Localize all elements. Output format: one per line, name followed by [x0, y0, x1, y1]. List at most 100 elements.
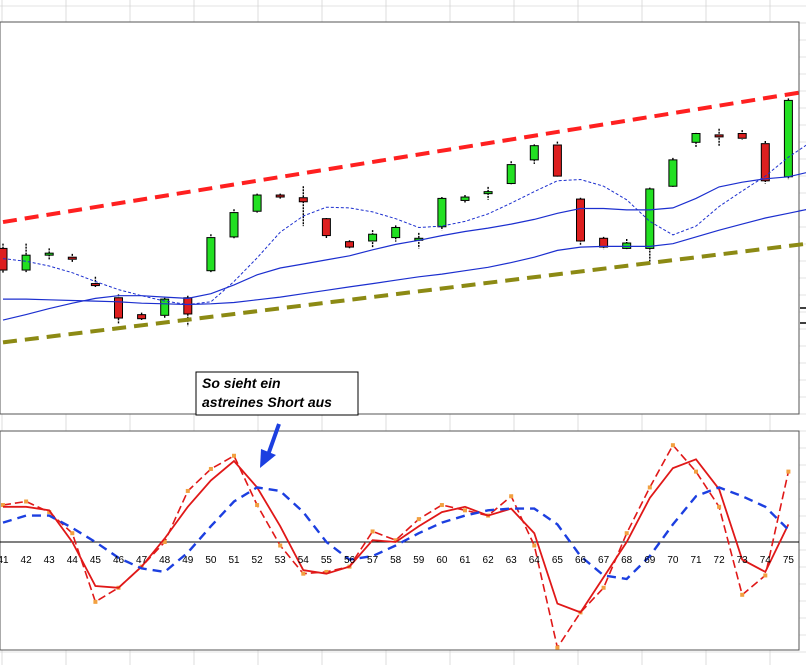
oscillator-marker — [647, 485, 652, 490]
candle-body — [737, 133, 747, 139]
x-tick-label: 64 — [529, 555, 541, 566]
x-tick-label: 45 — [90, 555, 102, 566]
annotation-box: So sieht ein astreines Short aus — [195, 371, 359, 416]
x-tick-label: 72 — [714, 555, 726, 566]
candle-body — [183, 297, 193, 315]
candle — [345, 240, 354, 250]
candle-body — [460, 196, 470, 201]
x-tick-label: 67 — [598, 555, 610, 566]
candle — [275, 193, 285, 200]
oscillator-marker — [208, 466, 213, 471]
candle-body — [321, 218, 331, 237]
candle — [645, 187, 655, 265]
candle-body — [137, 314, 147, 320]
candle-body — [160, 298, 170, 316]
oscillator-marker — [717, 504, 722, 509]
trendlines — [2, 89, 806, 345]
oscillator-marker — [601, 585, 606, 590]
annotation-arrow — [260, 423, 281, 468]
candle-body — [552, 144, 562, 177]
candle — [137, 312, 147, 321]
candle — [206, 234, 216, 273]
x-tick-label: 58 — [390, 555, 402, 566]
x-tick-label: 69 — [644, 555, 656, 566]
candle — [576, 197, 585, 246]
candle — [114, 294, 123, 324]
oscillator-marker — [670, 443, 675, 448]
x-tick-label: 65 — [552, 555, 564, 566]
candle — [552, 141, 562, 178]
oscillator-marker — [255, 503, 260, 508]
candle-body — [252, 194, 262, 212]
x-tick-label: 75 — [783, 555, 795, 566]
candle-body — [576, 198, 585, 242]
candle-body — [529, 145, 539, 161]
oscillator-marker — [93, 599, 98, 604]
candle-body — [368, 233, 378, 242]
candle-body — [345, 241, 354, 248]
candle — [737, 130, 747, 140]
candle — [622, 238, 632, 250]
x-tick-label: 47 — [136, 555, 148, 566]
candle-body — [760, 143, 770, 182]
oscillator-marker — [463, 508, 467, 513]
candle — [368, 230, 378, 248]
x-tick-label: 66 — [575, 555, 587, 566]
oscillator-marker — [232, 453, 236, 458]
candle-body — [275, 194, 285, 198]
candle-body — [90, 283, 100, 287]
x-tick-label: 42 — [21, 555, 33, 566]
oscillator-marker — [439, 503, 444, 508]
oscillator-lines — [0, 443, 799, 650]
candle — [529, 144, 539, 164]
x-tick-label: 61 — [459, 555, 471, 566]
candle-body — [691, 133, 701, 143]
x-tick-label: 50 — [205, 555, 217, 566]
candle-body — [622, 242, 632, 249]
candle-body — [714, 134, 724, 138]
candle-body — [391, 226, 401, 239]
oscillator-marker — [393, 538, 398, 543]
candle-body — [783, 99, 793, 178]
candle — [691, 132, 701, 148]
x-tick-label: 55 — [321, 555, 333, 566]
x-tick-label: 46 — [113, 555, 125, 566]
oscillator-marker — [416, 517, 421, 522]
candle-body — [0, 247, 8, 271]
oscillator-marker — [278, 543, 283, 548]
x-tick-label: 63 — [506, 555, 518, 566]
moving-average-line — [2, 144, 806, 306]
oscillator-marker — [47, 510, 52, 515]
oscillator-marker — [740, 592, 745, 597]
candle — [506, 161, 516, 185]
candle-body — [483, 191, 493, 195]
candle — [44, 248, 54, 260]
x-tick-label: 44 — [67, 555, 79, 566]
oscillator-marker — [370, 529, 375, 534]
x-tick-label: 49 — [182, 555, 194, 566]
x-tick-label: 70 — [667, 555, 679, 566]
x-tick-label: 60 — [436, 555, 448, 566]
oscillator-marker — [162, 540, 167, 544]
candle-body — [668, 159, 678, 187]
candle — [298, 186, 308, 227]
candle-body — [298, 197, 308, 203]
oscillator-panel: 41 42 43 44 45 46 47 48 49 50 51 52 53 54 55 56 57 58 59 60… — [0, 430, 800, 651]
candle-body — [506, 164, 516, 185]
candle — [90, 276, 100, 287]
moving-average-line — [3, 209, 806, 306]
x-tick-label: 57 — [367, 555, 379, 566]
moving-average-line — [2, 172, 806, 321]
oscillator-marker — [763, 573, 768, 578]
candle-body — [437, 197, 447, 228]
annotation-line-1: So sieht ein — [202, 375, 281, 391]
x-tick-label: 54 — [298, 555, 310, 566]
x-tick-label: 74 — [760, 555, 772, 566]
candle-body — [645, 188, 655, 249]
candle-body — [114, 297, 123, 319]
x-tick-label: 68 — [621, 555, 633, 566]
x-axis-ticks: 41 42 43 44 45 46 47 48 49 50 51 52 53 54 55 56 57 58 59 60… — [0, 555, 794, 566]
candle — [483, 186, 493, 200]
